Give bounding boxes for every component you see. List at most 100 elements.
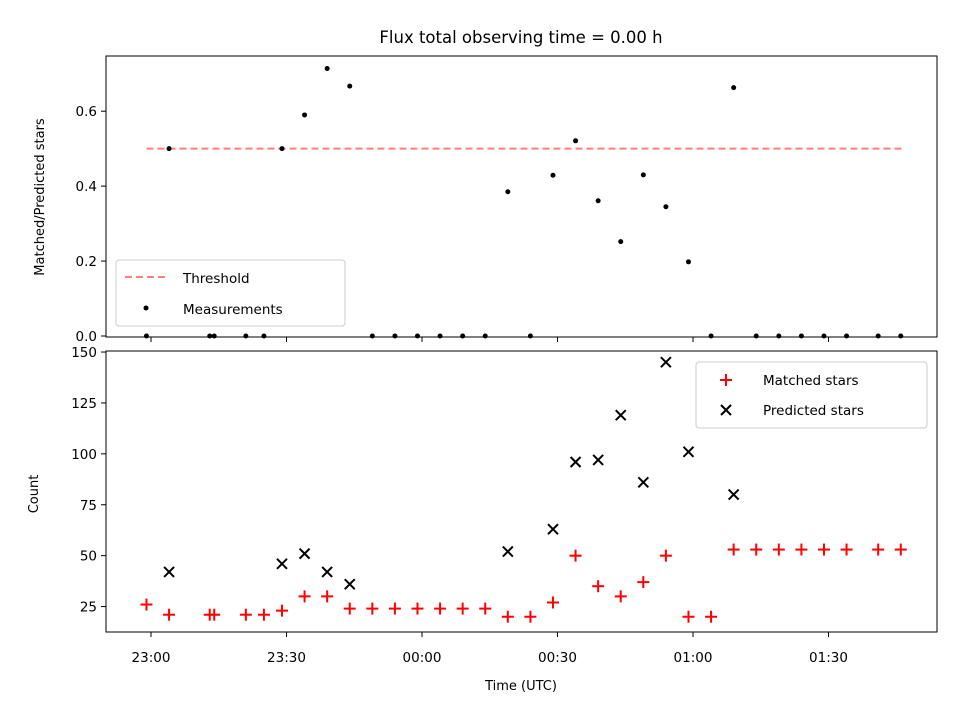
predicted-marker-b xyxy=(660,356,672,368)
legend-threshold-label: Threshold xyxy=(182,271,250,287)
x-tick-label: 00:00 xyxy=(403,650,442,666)
matched-star-marker xyxy=(659,549,672,562)
matched-star-marker xyxy=(298,590,311,603)
matched-star-marker xyxy=(569,549,582,562)
x-axis-label: Time (UTC) xyxy=(484,679,557,694)
matched-star-marker xyxy=(637,576,650,589)
measurement-point xyxy=(211,333,217,339)
measurement-point xyxy=(414,333,420,339)
matched-star-marker xyxy=(239,608,252,621)
predicted-star-marker xyxy=(615,409,627,421)
x-tick-label: 01:30 xyxy=(809,650,848,666)
top-plot-area xyxy=(105,55,938,338)
measurement-point xyxy=(573,138,579,144)
matched-star-marker xyxy=(343,602,356,615)
legend-predicted-label: Predicted stars xyxy=(763,403,864,419)
matched-star-marker xyxy=(727,543,740,556)
predicted-star-marker xyxy=(592,454,604,466)
bottom-y-tick-label: 25 xyxy=(80,600,97,616)
measurement-point xyxy=(753,333,759,339)
bottom-y-tick-label: 75 xyxy=(80,498,97,514)
measurement-point xyxy=(482,333,488,339)
measurement-point xyxy=(595,198,601,204)
matched-star-marker xyxy=(456,602,469,615)
predicted-star-marker xyxy=(637,476,650,489)
predicted-marker-b xyxy=(727,488,740,501)
matched-star-marker xyxy=(321,590,334,603)
matched-star-marker xyxy=(705,610,718,623)
measurement-point xyxy=(261,333,267,339)
bottom-y-tick-label: 125 xyxy=(71,396,97,412)
matched-star-marker xyxy=(894,543,907,556)
measurement-point xyxy=(279,146,285,152)
legend-matched-swatch xyxy=(720,374,732,386)
predicted-star-marker xyxy=(276,558,288,570)
matched-star-marker xyxy=(524,610,537,623)
x-tick-label: 00:30 xyxy=(538,650,577,666)
measurement-point xyxy=(731,85,737,91)
predicted-star-marker xyxy=(547,523,559,535)
predicted-marker-b xyxy=(682,446,695,458)
measurement-point xyxy=(640,172,646,178)
top-y-tick-label: 0.6 xyxy=(76,104,97,120)
matched-star-marker xyxy=(772,543,785,556)
matched-star-marker xyxy=(840,543,853,556)
top-panel: 0.0 0.2 0.4 0.6 Matched/Predicted stars Thr… xyxy=(33,55,938,345)
top-x-ticks xyxy=(150,337,829,342)
matched-star-marker xyxy=(872,543,885,556)
matched-star-marker xyxy=(750,543,763,556)
matched-star-marker xyxy=(140,598,153,611)
predicted-star-marker xyxy=(298,547,311,560)
measurement-point xyxy=(207,333,213,339)
bottom-legend: Matched stars Predicted stars xyxy=(695,361,928,429)
top-y-ticks: 0.0 0.2 0.4 0.6 xyxy=(76,104,106,345)
measurement-point xyxy=(243,333,249,339)
measurement-point xyxy=(347,83,353,89)
predicted-star-marker xyxy=(163,566,175,578)
measurement-point xyxy=(798,333,804,339)
legend-measurements-swatch xyxy=(143,305,149,311)
predicted-star-marker xyxy=(660,356,672,368)
legend-matched-label: Matched stars xyxy=(763,373,859,389)
predicted-marker-b xyxy=(298,547,311,560)
measurement-point xyxy=(460,333,466,339)
bottom-x-ticks: 23:00 23:30 00:00 00:30 01:00 01:30 xyxy=(132,632,848,666)
measurement-point xyxy=(776,333,782,339)
bottom-legend-box xyxy=(695,361,928,429)
matched-star-marker xyxy=(257,608,270,621)
predicted-star-marker xyxy=(727,488,740,501)
measurement-point xyxy=(875,333,881,339)
measurement-point xyxy=(302,112,308,118)
predicted-marker-b xyxy=(502,545,514,558)
top-y-tick-label: 0.4 xyxy=(76,179,97,195)
measurement-point xyxy=(505,189,511,195)
matched-star-marker xyxy=(614,590,627,603)
measurement-point xyxy=(663,204,669,210)
matched-star-marker xyxy=(208,608,221,621)
bottom-y-tick-label: 100 xyxy=(71,447,97,463)
predicted-star-marker xyxy=(344,578,356,590)
legend-measurements-label: Measurements xyxy=(183,302,283,318)
matched-star-marker xyxy=(682,610,695,623)
matched-star-marker xyxy=(388,602,401,615)
predicted-star-marker xyxy=(569,456,582,468)
predicted-marker-b xyxy=(276,558,288,570)
bottom-plot-area xyxy=(105,350,938,633)
top-legend: Threshold Measurements xyxy=(115,259,346,327)
predicted-marker-b xyxy=(569,456,582,468)
matched-star-marker xyxy=(501,610,514,623)
matched-star-marker xyxy=(546,596,559,609)
measurement-point xyxy=(618,239,624,245)
legend-predicted-swatch xyxy=(720,404,732,416)
matched-star-marker xyxy=(366,602,379,615)
matched-star-marker xyxy=(479,602,492,615)
x-tick-label: 23:00 xyxy=(132,650,171,666)
measurement-point xyxy=(166,146,172,152)
measurement-point xyxy=(844,333,850,339)
measurement-point xyxy=(392,333,398,339)
bottom-series xyxy=(140,356,907,623)
top-legend-box xyxy=(115,259,346,327)
x-tick-label: 23:30 xyxy=(267,650,306,666)
